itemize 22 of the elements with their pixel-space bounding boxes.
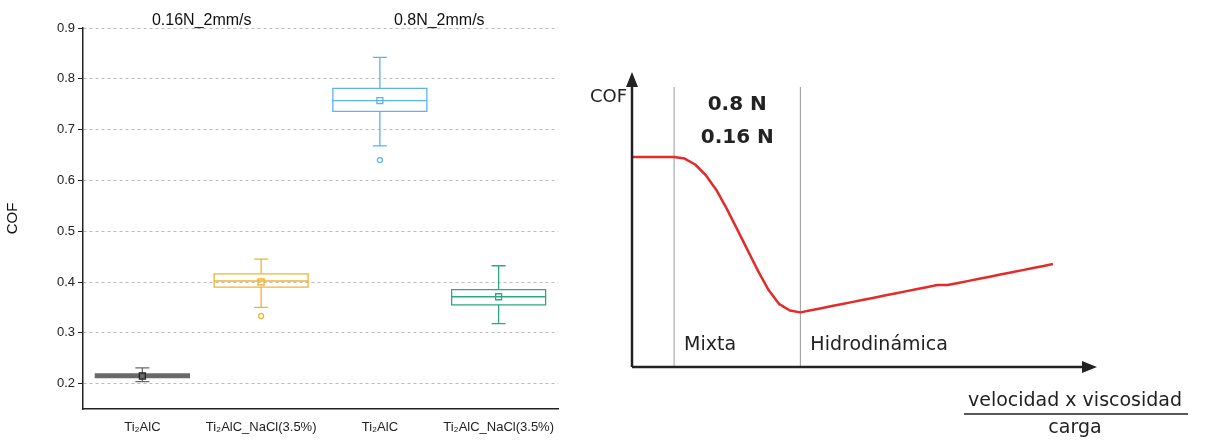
y-tick-label: 0.6 bbox=[56, 171, 75, 187]
y-tick-label: 0.3 bbox=[56, 324, 75, 340]
annotation: Mixta bbox=[684, 331, 737, 354]
text: carga bbox=[1048, 414, 1102, 437]
x-tick-label: Ti₂AlC bbox=[124, 419, 161, 435]
y-tick-label: 0.4 bbox=[56, 273, 75, 289]
annotation: 0.16N_2mm/s bbox=[151, 11, 252, 30]
x-axis-title: velocidad x viscosidad bbox=[967, 387, 1183, 410]
y-tick-label: 0.7 bbox=[56, 121, 75, 137]
y-axis-title: COF bbox=[589, 84, 627, 106]
x-tick-label: Ti₂AlC bbox=[361, 419, 399, 435]
text: 0.8 N bbox=[707, 91, 767, 116]
text: 0.16 N bbox=[700, 124, 774, 149]
y-axis-title: COF bbox=[3, 202, 21, 235]
x-tick-label: Ti₂AlC_NaCl(3.5%) bbox=[205, 419, 317, 435]
y-tick-label: 0.2 bbox=[56, 375, 75, 391]
y-tick-label: 0.8 bbox=[56, 70, 75, 86]
annotation: 0.8N_2mm/s bbox=[393, 11, 485, 30]
annotation: Hidrodinámica bbox=[810, 331, 948, 354]
y-tick-label: 0.5 bbox=[56, 222, 75, 238]
y-tick-label: 0.9 bbox=[56, 19, 75, 35]
x-tick-label: Ti₂AlC_NaCl(3.5%) bbox=[443, 419, 555, 435]
